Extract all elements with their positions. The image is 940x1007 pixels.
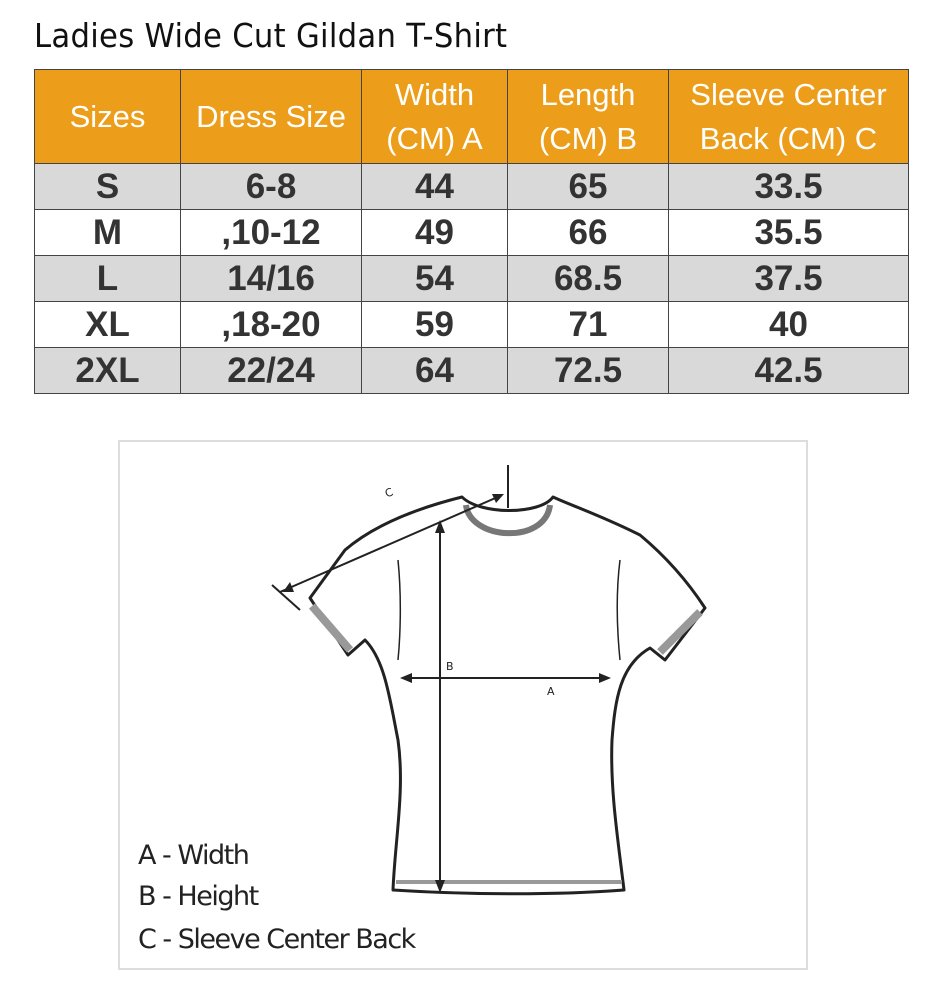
neckline	[463, 504, 553, 537]
right-seam	[616, 559, 621, 661]
cell-size: L	[34, 255, 181, 302]
size-table: Sizes Dress Size Width (CM) A Length (CM…	[34, 69, 909, 394]
arrow-a-right	[599, 673, 611, 683]
cell-length: 65	[507, 163, 669, 210]
table-row: 2XL 22/24 64 72.5 42.5	[34, 347, 909, 394]
header-sizes: Sizes	[34, 69, 181, 164]
cell-width: 44	[361, 163, 508, 210]
cell-dress-size: 22/24	[180, 347, 362, 394]
table-row: M ,10-12 49 66 35.5	[34, 209, 909, 256]
cell-width: 49	[361, 209, 508, 256]
cell-sleeve: 42.5	[668, 347, 909, 394]
cell-size: 2XL	[34, 347, 181, 394]
arrow-b-top	[435, 520, 445, 533]
cell-size: XL	[34, 301, 181, 348]
tshirt-outline	[308, 495, 707, 896]
label-a: A	[547, 685, 555, 698]
measurement-diagram	[118, 440, 808, 970]
cell-length: 66	[507, 209, 669, 256]
arrow-c-start	[283, 582, 294, 592]
label-b: B	[446, 660, 454, 673]
left-seam	[397, 559, 402, 661]
left-sleeve-cuff	[308, 603, 354, 653]
cell-dress-size: ,18-20	[180, 301, 362, 348]
legend-a: A - Width	[138, 840, 250, 871]
cell-length: 72.5	[507, 347, 669, 394]
header-sleeve: Sleeve Center Back (CM) C	[668, 69, 909, 164]
arrow-a-left	[400, 673, 412, 683]
cell-sleeve: 33.5	[668, 163, 909, 210]
page-title: Ladies Wide Cut Gildan T-Shirt	[34, 16, 508, 55]
table-row: S 6-8 44 65 33.5	[34, 163, 909, 210]
arrow-b-bottom	[435, 880, 445, 893]
arrow-c-end	[492, 494, 504, 503]
header-dress-size: Dress Size	[180, 69, 362, 164]
header-width: Width (CM) A	[361, 69, 508, 164]
cell-length: 68.5	[507, 255, 669, 302]
measure-line-c	[279, 495, 501, 593]
cell-length: 71	[507, 301, 669, 348]
header-length: Length (CM) B	[507, 69, 669, 164]
legend-b: B - Height	[138, 881, 259, 912]
label-c: C	[383, 485, 395, 500]
cell-dress-size: 14/16	[180, 255, 362, 302]
cell-sleeve: 40	[668, 301, 909, 348]
cell-width: 64	[361, 347, 508, 394]
cell-size: S	[34, 163, 181, 210]
cell-sleeve: 35.5	[668, 209, 909, 256]
cell-dress-size: ,10-12	[180, 209, 362, 256]
right-sleeve-cuff	[657, 609, 703, 655]
legend-c: C - Sleeve Center Back	[138, 924, 416, 955]
table-row: XL ,18-20 59 71 40	[34, 301, 909, 348]
sleeve-tick	[271, 584, 301, 611]
table-header-row: Sizes Dress Size Width (CM) A Length (CM…	[34, 69, 909, 164]
cell-size: M	[34, 209, 181, 256]
cell-width: 54	[361, 255, 508, 302]
